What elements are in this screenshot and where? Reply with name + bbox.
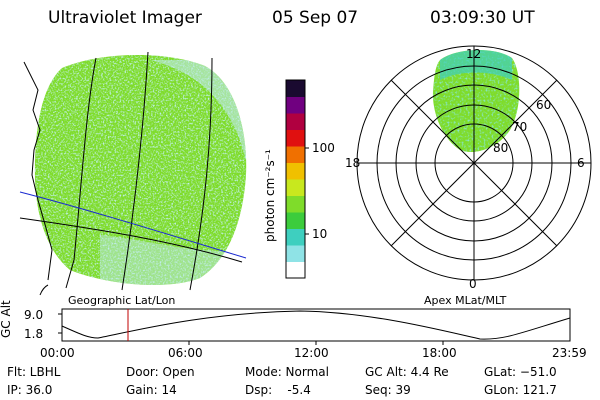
gc-alt-info: GC Alt: 4.4 Re: [365, 365, 449, 379]
altitude-tick-min: 1.8: [24, 327, 44, 341]
colorbar-stripe: [286, 245, 305, 262]
colorbar-stripe: [286, 179, 305, 196]
colorbar: [285, 79, 309, 279]
terminator-line: [19, 191, 247, 259]
dsp-info: Dsp: -5.4: [245, 383, 311, 397]
instrument-title: Ultraviolet Imager: [48, 8, 202, 28]
mlt-label-18: 18: [345, 156, 361, 170]
polar-panel-label: Apex MLat/MLT: [424, 294, 507, 307]
colorbar-stripe: [286, 96, 305, 114]
colorbar-stripe: [286, 129, 305, 147]
time-tick-0: 00:00: [40, 346, 75, 360]
colorbar-stripe: [286, 80, 305, 97]
flt-info: Flt: LBHL: [7, 365, 61, 379]
time-tick-2: 12:00: [294, 346, 329, 360]
glon-info: GLon: 121.7: [484, 383, 557, 397]
time-label: 03:09:30 UT: [430, 8, 535, 28]
colorbar-tick-10: 10: [312, 227, 328, 241]
time-tick-4: 23:59: [552, 346, 587, 360]
colorbar-stripe: [286, 212, 305, 229]
door-info: Door: Open: [126, 365, 195, 379]
colorbar-tick-100: 100: [312, 141, 335, 155]
altitude-plot: [58, 308, 571, 345]
ip-info: IP: 36.0: [7, 383, 53, 397]
glat-info: GLat: −51.0: [484, 365, 557, 379]
mlat-label-70: 70: [512, 120, 528, 134]
mlt-label-6: 6: [577, 156, 585, 170]
colorbar-stripe: [286, 162, 305, 180]
geographic-panel-label: Geographic Lat/Lon: [68, 294, 176, 307]
mlat-label-60: 60: [536, 98, 552, 112]
altitude-tick-max: 9.0: [24, 308, 44, 322]
mlat-label-80: 80: [493, 141, 509, 155]
date-label: 05 Sep 07: [272, 8, 359, 28]
colorbar-stripe: [286, 146, 305, 163]
aurora-image: [432, 49, 520, 152]
geographic-image: [34, 54, 247, 285]
mlt-label-0: 0: [469, 277, 477, 291]
polar-plot: [356, 45, 592, 281]
colorbar-stripe: [286, 228, 305, 246]
gain-info: Gain: 14: [126, 383, 177, 397]
altitude-ylabel: GC Alt: [0, 300, 13, 338]
mode-info: Mode: Normal: [245, 365, 329, 379]
colorbar-stripe: [286, 113, 305, 130]
mlt-label-12: 12: [466, 47, 482, 61]
colorbar-unit: photon cm⁻²s⁻¹: [263, 149, 277, 242]
altitude-curve: [61, 310, 571, 340]
time-tick-1: 06:00: [168, 346, 203, 360]
colorbar-stripe: [286, 261, 305, 279]
geographic-grid: [19, 51, 243, 296]
time-tick-3: 18:00: [422, 346, 457, 360]
seq-info: Seq: 39: [365, 383, 411, 397]
colorbar-stripe: [286, 195, 305, 213]
